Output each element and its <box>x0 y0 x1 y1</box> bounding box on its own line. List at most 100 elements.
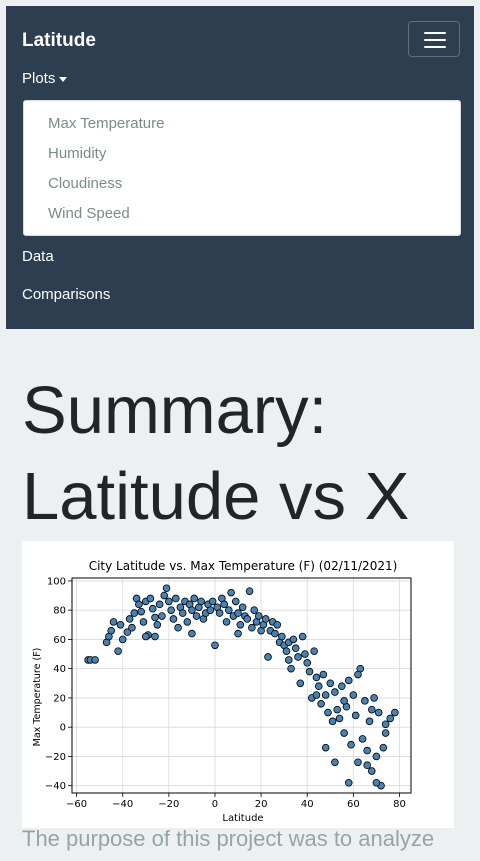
data-point <box>107 626 116 635</box>
data-point <box>160 591 169 600</box>
data-point <box>227 588 235 597</box>
dropdown-item-humidity[interactable]: Humidity <box>48 145 107 162</box>
x-tick-label: 60 <box>347 799 360 810</box>
y-tick-label: 60 <box>53 635 66 646</box>
y-tick-label: −40 <box>45 781 66 792</box>
data-point <box>284 656 293 664</box>
nav-dropdown-plots[interactable]: Plots <box>22 70 68 87</box>
y-tick-label: 100 <box>47 576 66 587</box>
data-point <box>365 717 374 726</box>
data-point <box>123 628 132 636</box>
data-point <box>130 609 139 617</box>
data-point <box>344 676 353 685</box>
nav-link-comparisons[interactable]: Comparisons <box>22 286 111 303</box>
scatter-chart: City Latitude vs. Max Temperature (F) (0… <box>32 559 412 824</box>
data-point <box>215 609 224 617</box>
data-point <box>298 632 307 641</box>
plots-dropdown-menu: Max Temperature Humidity Cloudiness Wind… <box>23 100 461 236</box>
data-point <box>289 635 298 644</box>
x-tick-label: 0 <box>212 799 218 810</box>
y-tick-label: 40 <box>53 664 66 675</box>
data-point <box>139 618 148 626</box>
data-point <box>319 670 328 679</box>
data-point <box>312 673 321 682</box>
data-point <box>287 664 295 673</box>
plot-image[interactable]: City Latitude vs. Max Temperature (F) (0… <box>22 541 454 828</box>
data-point <box>335 714 344 723</box>
data-point <box>171 594 180 603</box>
data-point <box>148 604 157 613</box>
data-point <box>91 656 99 664</box>
data-point <box>391 708 399 717</box>
data-point <box>128 623 136 632</box>
data-point <box>211 641 219 650</box>
data-point <box>317 699 325 708</box>
data-point <box>178 609 187 617</box>
chart-title: City Latitude vs. Max Temperature (F) (0… <box>89 559 398 573</box>
data-point <box>340 729 348 737</box>
dropdown-item-wind-speed[interactable]: Wind Speed <box>48 205 130 222</box>
data-point <box>264 653 272 661</box>
data-point <box>328 717 337 726</box>
data-point <box>372 778 381 787</box>
data-point <box>231 597 240 606</box>
data-point <box>125 615 134 623</box>
data-point <box>301 650 309 658</box>
lead-paragraph: The purpose of this project was to analy… <box>22 826 435 851</box>
page-title-line2: Latitude vs X <box>22 459 410 534</box>
data-point <box>151 632 159 641</box>
data-point <box>109 618 118 626</box>
data-point <box>167 606 175 614</box>
data-point <box>303 659 312 667</box>
dropdown-item-cloudiness[interactable]: Cloudiness <box>48 175 123 192</box>
page-title-line1: Summary: <box>22 373 328 448</box>
chart-points <box>84 584 399 790</box>
chart-xlabel: Latitude <box>222 813 263 824</box>
data-point <box>118 635 127 644</box>
navbar-toggler-button[interactable] <box>408 21 460 57</box>
data-point <box>174 623 182 632</box>
data-point <box>312 691 321 699</box>
x-tick-label: 80 <box>393 799 406 810</box>
data-point <box>225 606 233 614</box>
page-title: Summary: Latitude vs X <box>22 368 409 540</box>
data-point <box>158 612 166 620</box>
y-axis-ticks: −40 −20 0 20 40 60 80 100 <box>45 576 72 792</box>
data-point <box>363 761 371 770</box>
data-point <box>273 621 282 629</box>
nav-plots-label: Plots <box>22 70 56 87</box>
data-point <box>192 612 201 620</box>
data-point <box>116 621 125 629</box>
data-point <box>305 667 314 676</box>
x-tick-label: 40 <box>301 799 314 810</box>
dropdown-item-max-temperature[interactable]: Max Temperature <box>48 115 165 132</box>
data-point <box>165 597 173 606</box>
data-point <box>381 729 390 737</box>
data-point <box>321 691 330 699</box>
data-point <box>206 606 215 614</box>
nav-link-data[interactable]: Data <box>22 248 54 265</box>
data-point <box>349 691 358 699</box>
data-point <box>271 629 279 638</box>
x-tick-label: 20 <box>255 799 268 810</box>
data-point <box>135 600 143 609</box>
data-point <box>338 682 346 691</box>
y-tick-label: 0 <box>60 723 66 734</box>
navbar-brand[interactable]: Latitude <box>22 30 96 51</box>
data-point <box>234 609 242 617</box>
data-point <box>374 708 383 717</box>
data-point <box>261 615 270 623</box>
data-point <box>208 597 217 606</box>
data-point <box>162 584 171 593</box>
caret-down-icon <box>59 76 68 82</box>
data-point <box>367 767 376 775</box>
data-point <box>386 714 395 723</box>
data-point <box>351 711 360 720</box>
data-point <box>236 621 245 629</box>
data-point <box>234 629 242 638</box>
data-point <box>155 600 164 609</box>
data-point <box>169 615 178 623</box>
data-point <box>222 618 231 626</box>
data-point <box>190 594 199 603</box>
data-point <box>245 587 254 595</box>
